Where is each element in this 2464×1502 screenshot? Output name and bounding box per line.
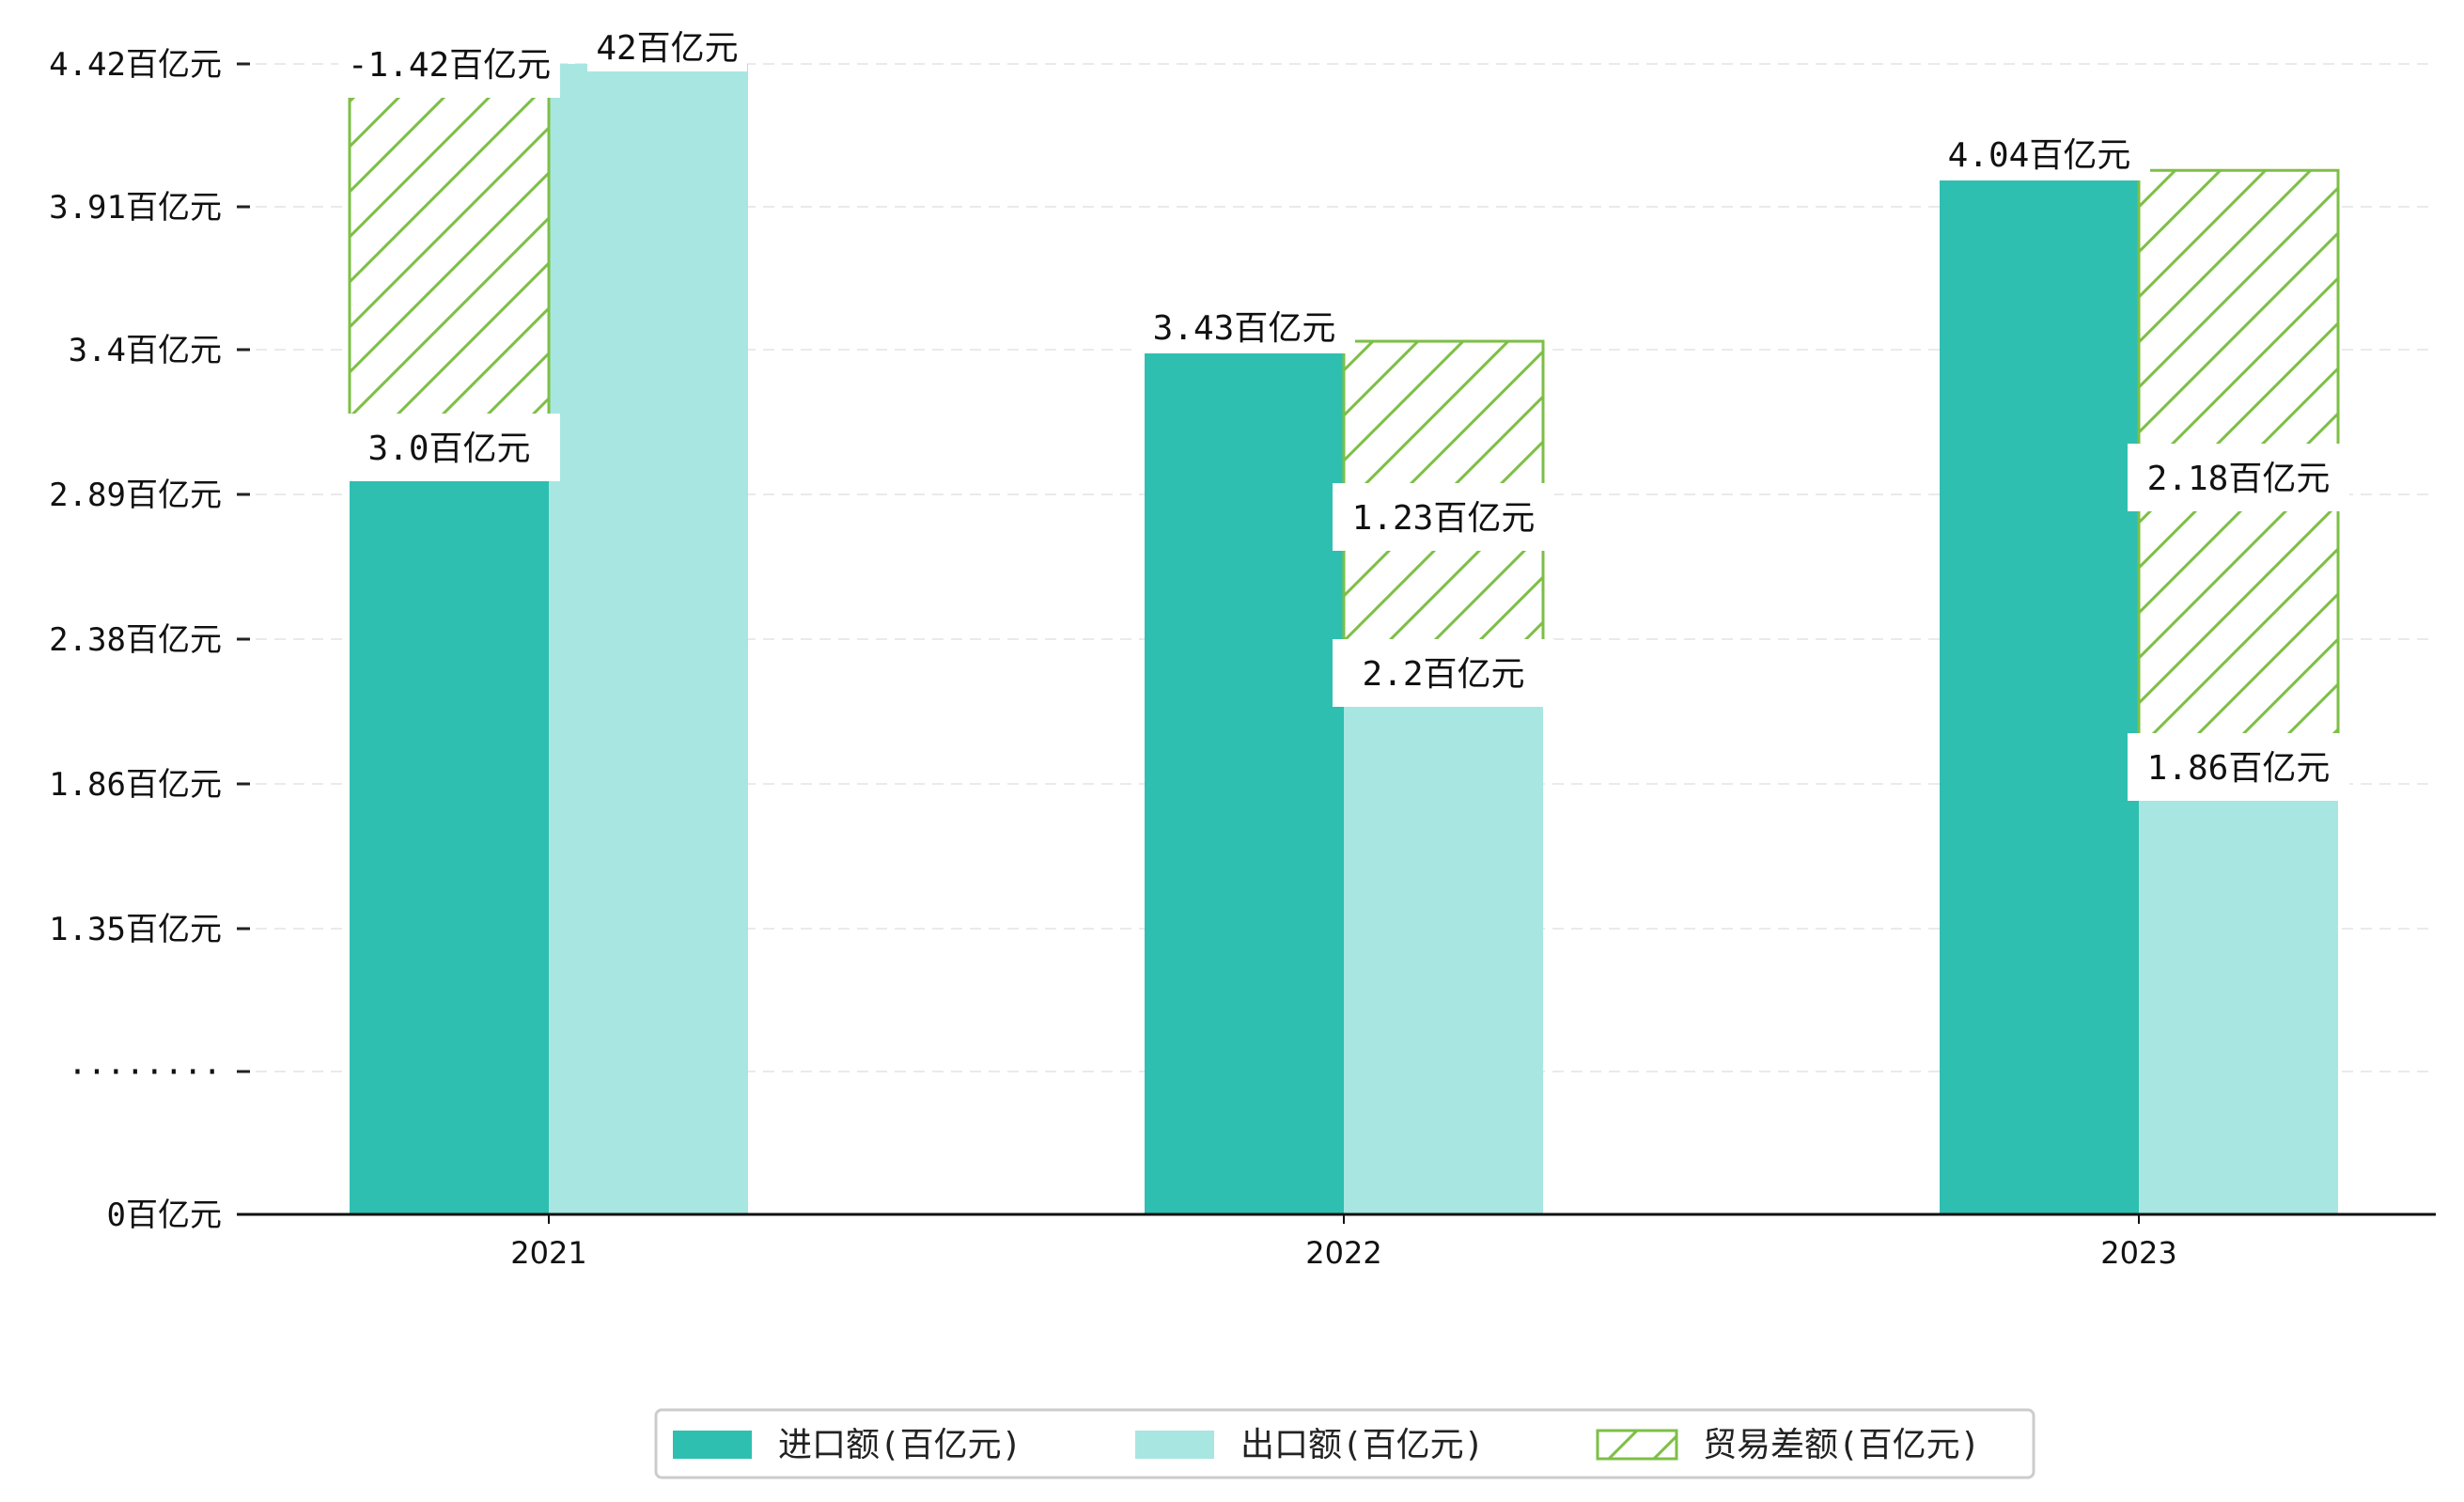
- data-label-group: 3.0百亿元: [338, 414, 560, 481]
- legend-label: 进口额(百亿元): [778, 1426, 1021, 1464]
- export-bar: [2139, 784, 2338, 1214]
- y-tick-label: 2.89百亿元: [49, 477, 222, 514]
- x-axis: 2021 2022 2023: [237, 1213, 2436, 1271]
- data-label-box: [2128, 444, 2349, 511]
- legend-label: 出口额(百亿元): [1240, 1426, 1484, 1464]
- y-axis: 0百亿元 ········ 1.35百亿元 1.86百亿元 2.38百亿元 2.89百亿元…: [49, 46, 250, 1234]
- legend-import: 进口额(百亿元): [673, 1426, 1021, 1464]
- data-label-group: -1.42百亿元: [338, 30, 560, 98]
- import-bar: [1145, 341, 1344, 1214]
- y-tick-label: 3.91百亿元: [49, 189, 222, 227]
- data-label-group: 2.2百亿元: [1333, 639, 1554, 707]
- legend-trade-balance: 贸易差额(百亿元): [1596, 1426, 1980, 1464]
- x-tick-label: 2023: [2100, 1235, 2176, 1271]
- y-tick-label: 3.4百亿元: [69, 332, 222, 369]
- data-label: -1.42百亿元: [348, 46, 551, 85]
- data-label-box: [1928, 128, 2150, 180]
- x-tick-label: 2022: [1305, 1235, 1381, 1271]
- y-tick-label: 1.35百亿元: [49, 911, 222, 948]
- legend: 进口额(百亿元) 出口额(百亿元) 贸易差额(百亿元): [654, 1408, 2035, 1479]
- data-label: 2.18百亿元: [2147, 460, 2331, 498]
- y-tick-label: ········: [68, 1054, 222, 1091]
- data-label: 42百亿元: [596, 29, 738, 68]
- x-tick-label: 2021: [510, 1235, 586, 1271]
- export-bar: [1344, 689, 1543, 1214]
- legend-export: 出口额(百亿元): [1135, 1426, 1484, 1464]
- data-label-box: [1333, 483, 1554, 551]
- data-label-group: 1.86百亿元: [2128, 733, 2349, 801]
- data-label-group: 2.18百亿元: [2128, 444, 2349, 511]
- y-tick-label: 1.86百亿元: [49, 766, 222, 804]
- bars: [348, 62, 2340, 1215]
- y-tick-label: 2.38百亿元: [49, 621, 222, 659]
- data-label-box: [338, 414, 560, 481]
- data-label-group: 42百亿元: [587, 23, 747, 71]
- legend-label: 贸易差额(百亿元): [1703, 1426, 1980, 1464]
- legend-swatch: [1135, 1431, 1214, 1459]
- data-label-box: [338, 30, 560, 98]
- export-bar: [549, 64, 748, 1214]
- data-label: 2.2百亿元: [1362, 655, 1524, 694]
- legend-box: [654, 1408, 2035, 1479]
- data-label: 3.43百亿元: [1153, 309, 1336, 348]
- data-label-box: [1133, 301, 1355, 353]
- data-label: 3.0百亿元: [367, 430, 530, 468]
- data-label: 1.86百亿元: [2147, 749, 2331, 788]
- import-bar: [350, 462, 549, 1214]
- data-label-box: [587, 23, 747, 71]
- data-label: 1.23百亿元: [1352, 499, 1536, 538]
- data-label-group: 3.43百亿元: [1133, 301, 1355, 353]
- legend-swatch: [673, 1431, 752, 1459]
- trade-balance-bar: [348, 62, 551, 465]
- legend-swatch: [1596, 1429, 1678, 1461]
- data-label-box: [1333, 639, 1554, 707]
- import-bar: [1940, 170, 2139, 1215]
- data-label-box: [2128, 733, 2349, 801]
- y-tick-label: 0百亿元: [107, 1197, 222, 1234]
- data-labels: -1.42百亿元 42百亿元 3.0百亿元 3.43百亿元 1.23百亿元 2.2百亿元 4…: [338, 23, 2349, 801]
- data-label-group: 4.04百亿元: [1928, 128, 2150, 180]
- data-label-group: 1.23百亿元: [1333, 483, 1554, 551]
- data-label: 4.04百亿元: [1948, 136, 2131, 175]
- y-tick-label: 4.42百亿元: [49, 46, 222, 84]
